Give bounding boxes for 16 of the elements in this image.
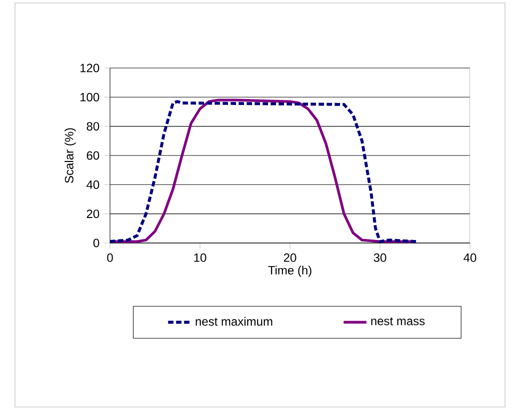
y-tick-label: 120 [80,64,100,72]
y-tick-label: 40 [86,180,100,189]
y-tick-label: 60 [86,151,100,160]
x-axis-title: Time (h) [268,266,312,277]
y-tick-label: 0 [93,238,100,248]
x-tick-label: 30 [374,253,386,262]
x-tick-label: 0 [107,253,113,262]
legend-label: nest mass [371,317,425,326]
legend-label: nest maximum [196,316,272,326]
y-tick-label: 80 [86,122,100,131]
x-tick-label: 20 [284,253,296,262]
x-tick-label: 10 [194,253,206,262]
y-tick-label: 20 [86,210,100,218]
x-tick-label: 40 [464,253,476,262]
y-axis-title: Scalar (%) [64,128,76,183]
y-tick-label: 100 [80,92,100,102]
